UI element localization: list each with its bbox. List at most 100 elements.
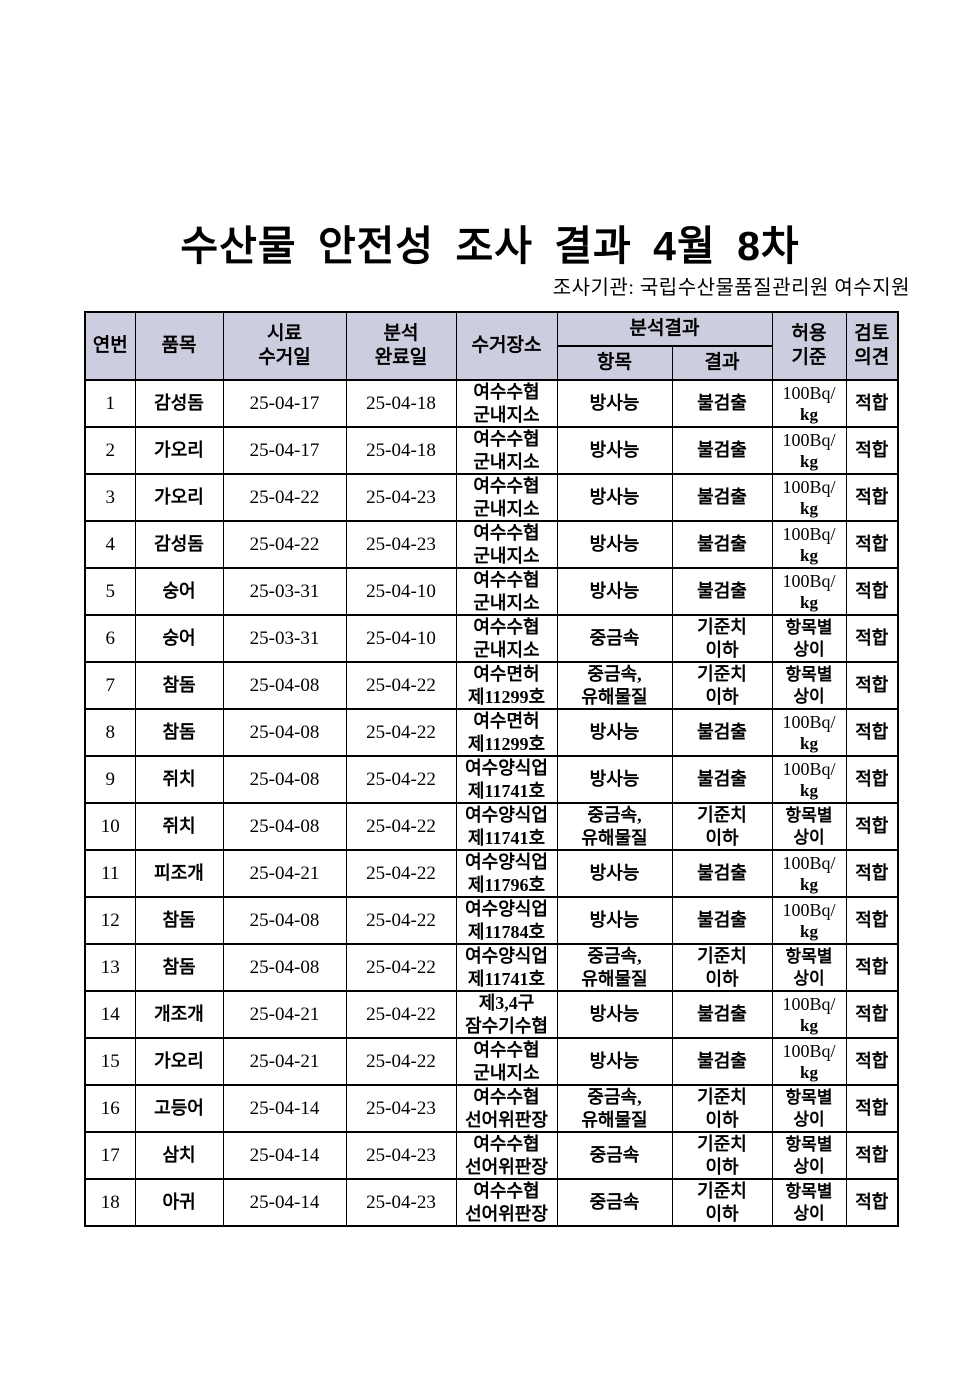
cell-test-result: 기준치 이하 bbox=[671, 614, 773, 663]
cell-collect-date: 25-03-31 bbox=[222, 567, 347, 616]
cell-complete-date: 25-04-10 bbox=[345, 567, 457, 616]
cell-limit: 항목별 상이 bbox=[771, 802, 847, 851]
cell-place: 여수수협 선어위판장 bbox=[455, 1131, 558, 1180]
cell-complete-date: 25-04-22 bbox=[345, 943, 457, 992]
cell-opinion: 적합 bbox=[845, 1178, 899, 1227]
cell-test-item: 방사능 bbox=[556, 990, 673, 1039]
header-row-top: 연번 품목 시료 수거일 분석 완료일 수거장소 분석결과 허용 기준 검토 의… bbox=[84, 311, 899, 381]
table-row: 3 가오리 25-04-22 25-04-23 여수수협 군내지소 방사능 불검출 100Bq… bbox=[84, 473, 899, 522]
cell-test-result: 불검출 bbox=[671, 520, 773, 569]
cell-complete-date: 25-04-23 bbox=[345, 520, 457, 569]
cell-test-item: 방사능 bbox=[556, 896, 673, 945]
cell-item: 감성돔 bbox=[134, 379, 224, 428]
cell-complete-date: 25-04-23 bbox=[345, 473, 457, 522]
cell-place: 여수수협 군내지소 bbox=[455, 426, 558, 475]
cell-item: 피조개 bbox=[134, 849, 224, 898]
cell-collect-date: 25-04-17 bbox=[222, 426, 347, 475]
cell-complete-date: 25-04-18 bbox=[345, 426, 457, 475]
cell-place: 제3,4구 잠수기수협 bbox=[455, 990, 558, 1039]
cell-no: 5 bbox=[84, 567, 136, 616]
cell-no: 3 bbox=[84, 473, 136, 522]
cell-no: 1 bbox=[84, 379, 136, 428]
cell-complete-date: 25-04-22 bbox=[345, 802, 457, 851]
cell-test-item: 중금속 bbox=[556, 614, 673, 663]
table-row: 5 숭어 25-03-31 25-04-10 여수수협 군내지소 방사능 불검출 100Bq/… bbox=[84, 567, 899, 616]
cell-place: 여수양식업 제11741호 bbox=[455, 802, 558, 851]
table-row: 7 참돔 25-04-08 25-04-22 여수면허 제11299호 중금속, 유해물질… bbox=[84, 661, 899, 710]
cell-place: 여수양식업 제11741호 bbox=[455, 755, 558, 804]
table-row: 13 참돔 25-04-08 25-04-22 여수양식업 제11741호 중금속, 유해… bbox=[84, 943, 899, 992]
col-opinion: 검토 의견 bbox=[845, 311, 899, 381]
cell-test-item: 방사능 bbox=[556, 755, 673, 804]
col-collect-date: 시료 수거일 bbox=[222, 311, 347, 381]
cell-complete-date: 25-04-22 bbox=[345, 990, 457, 1039]
table-row: 2 가오리 25-04-17 25-04-18 여수수협 군내지소 방사능 불검출 100Bq… bbox=[84, 426, 899, 475]
cell-opinion: 적합 bbox=[845, 379, 899, 428]
cell-collect-date: 25-04-08 bbox=[222, 943, 347, 992]
cell-test-item: 방사능 bbox=[556, 520, 673, 569]
cell-test-item: 방사능 bbox=[556, 708, 673, 757]
cell-limit: 100Bq/kg bbox=[771, 708, 847, 757]
col-analysis-item: 항목 bbox=[556, 345, 673, 381]
cell-no: 12 bbox=[84, 896, 136, 945]
col-place: 수거장소 bbox=[455, 311, 558, 381]
cell-limit: 항목별 상이 bbox=[771, 614, 847, 663]
cell-item: 참돔 bbox=[134, 708, 224, 757]
cell-item: 쥐치 bbox=[134, 802, 224, 851]
cell-no: 11 bbox=[84, 849, 136, 898]
cell-place: 여수수협 군내지소 bbox=[455, 614, 558, 663]
cell-test-item: 방사능 bbox=[556, 567, 673, 616]
cell-opinion: 적합 bbox=[845, 426, 899, 475]
table-row: 6 숭어 25-03-31 25-04-10 여수수협 군내지소 중금속 기준치 이하 항목별… bbox=[84, 614, 899, 663]
cell-limit: 항목별 상이 bbox=[771, 1178, 847, 1227]
table-row: 8 참돔 25-04-08 25-04-22 여수면허 제11299호 방사능 불검출 100… bbox=[84, 708, 899, 757]
cell-item: 가오리 bbox=[134, 1037, 224, 1086]
cell-test-result: 기준치 이하 bbox=[671, 1131, 773, 1180]
cell-opinion: 적합 bbox=[845, 1131, 899, 1180]
table-row: 18 아귀 25-04-14 25-04-23 여수수협 선어위판장 중금속 기준치 이하 항… bbox=[84, 1178, 899, 1227]
cell-item: 참돔 bbox=[134, 943, 224, 992]
cell-limit: 100Bq/kg bbox=[771, 755, 847, 804]
cell-opinion: 적합 bbox=[845, 802, 899, 851]
cell-no: 16 bbox=[84, 1084, 136, 1133]
cell-test-item: 방사능 bbox=[556, 473, 673, 522]
table-body: 1 감성돔 25-04-17 25-04-18 여수수협 군내지소 방사능 불검출 100Bq… bbox=[84, 379, 899, 1227]
cell-item: 고등어 bbox=[134, 1084, 224, 1133]
cell-place: 여수수협 군내지소 bbox=[455, 379, 558, 428]
cell-place: 여수양식업 제11784호 bbox=[455, 896, 558, 945]
cell-test-result: 기준치 이하 bbox=[671, 661, 773, 710]
cell-collect-date: 25-04-08 bbox=[222, 708, 347, 757]
table-row: 11 피조개 25-04-21 25-04-22 여수양식업 제11796호 방사능 불검출… bbox=[84, 849, 899, 898]
cell-collect-date: 25-04-08 bbox=[222, 896, 347, 945]
cell-place: 여수수협 군내지소 bbox=[455, 473, 558, 522]
cell-limit: 100Bq/kg bbox=[771, 567, 847, 616]
cell-item: 숭어 bbox=[134, 567, 224, 616]
cell-place: 여수수협 군내지소 bbox=[455, 1037, 558, 1086]
cell-test-item: 중금속, 유해물질 bbox=[556, 802, 673, 851]
cell-limit: 100Bq/kg bbox=[771, 896, 847, 945]
cell-item: 아귀 bbox=[134, 1178, 224, 1227]
cell-place: 여수수협 군내지소 bbox=[455, 567, 558, 616]
cell-test-item: 방사능 bbox=[556, 1037, 673, 1086]
cell-opinion: 적합 bbox=[845, 755, 899, 804]
table-row: 10 쥐치 25-04-08 25-04-22 여수양식업 제11741호 중금속, 유해… bbox=[84, 802, 899, 851]
cell-test-result: 불검출 bbox=[671, 473, 773, 522]
cell-test-item: 중금속, 유해물질 bbox=[556, 661, 673, 710]
cell-test-result: 불검출 bbox=[671, 1037, 773, 1086]
cell-test-result: 기준치 이하 bbox=[671, 1084, 773, 1133]
cell-collect-date: 25-04-21 bbox=[222, 849, 347, 898]
cell-limit: 100Bq/kg bbox=[771, 473, 847, 522]
cell-test-result: 기준치 이하 bbox=[671, 1178, 773, 1227]
cell-complete-date: 25-04-23 bbox=[345, 1131, 457, 1180]
cell-item: 삼치 bbox=[134, 1131, 224, 1180]
table-row: 9 쥐치 25-04-08 25-04-22 여수양식업 제11741호 방사능 불검출 10… bbox=[84, 755, 899, 804]
cell-collect-date: 25-03-31 bbox=[222, 614, 347, 663]
cell-complete-date: 25-04-23 bbox=[345, 1178, 457, 1227]
cell-no: 9 bbox=[84, 755, 136, 804]
cell-collect-date: 25-04-08 bbox=[222, 802, 347, 851]
cell-limit: 100Bq/kg bbox=[771, 379, 847, 428]
cell-test-result: 기준치 이하 bbox=[671, 943, 773, 992]
cell-item: 가오리 bbox=[134, 473, 224, 522]
cell-place: 여수양식업 제11741호 bbox=[455, 943, 558, 992]
